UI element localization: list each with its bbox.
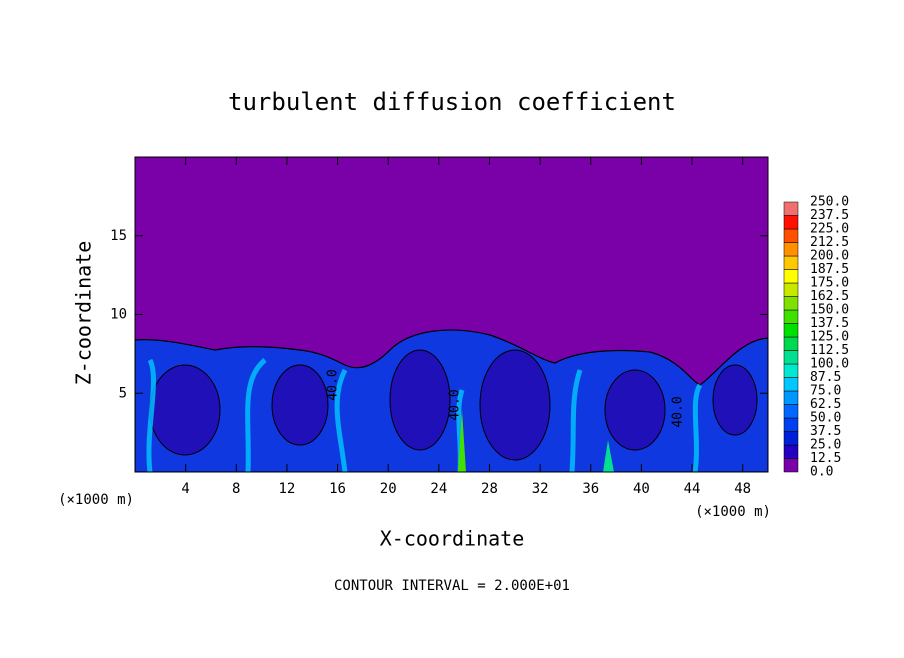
colorbar-label: 25.0 [810, 438, 841, 453]
y-tick-label: 10 [110, 307, 127, 323]
colorbar-segment [783, 390, 799, 405]
colorbar-label: 0.0 [810, 465, 833, 480]
colorbar-segment [783, 282, 799, 297]
colorbar-label: 100.0 [810, 357, 849, 372]
colorbar-segment [783, 377, 799, 392]
colorbar-label: 37.5 [810, 424, 841, 439]
x-tick-label: 16 [329, 481, 346, 497]
colorbar-label: 187.5 [810, 262, 849, 277]
x-tick-label: 32 [532, 481, 549, 497]
chart-title: turbulent diffusion coefficient [228, 88, 676, 116]
colorbar-segment [783, 323, 799, 338]
colorbar-segment [783, 269, 799, 284]
colorbar-segment [783, 431, 799, 446]
x-tick-label: 12 [278, 481, 295, 497]
colorbar-segment [783, 201, 799, 216]
eddy-core [712, 364, 758, 436]
turbulent-plume [146, 358, 703, 472]
colorbar-label: 162.5 [810, 289, 849, 304]
colorbar-label: 75.0 [810, 384, 841, 399]
field [135, 157, 768, 472]
x-tick-label: 24 [430, 481, 447, 497]
colorbar-segment [783, 255, 799, 270]
y-axis-label: Z-coordinate [72, 241, 96, 386]
colorbar-segment [783, 228, 799, 243]
colorbar-segment [783, 309, 799, 324]
colorbar-segment [783, 296, 799, 311]
y-tick-label: 15 [110, 228, 127, 244]
colorbar-label: 87.5 [810, 370, 841, 385]
x-tick-label: 20 [380, 481, 397, 497]
y-tick-label: 5 [119, 385, 127, 401]
colorbar-label: 137.5 [810, 316, 849, 331]
colorbar-segment [783, 444, 799, 459]
x-tick-label: 36 [582, 481, 599, 497]
footer-note: CONTOUR INTERVAL = 2.000E+01 [334, 578, 570, 594]
turbulent-peak [603, 440, 614, 472]
colorbar-segment [783, 336, 799, 351]
colorbar-label: 175.0 [810, 276, 849, 291]
contour-label: 40.0 [448, 389, 463, 420]
colorbar-segment [783, 363, 799, 378]
colorbar-segment [783, 458, 799, 473]
colorbar-label: 212.5 [810, 235, 849, 250]
x-unit-label: (×1000 m) [58, 492, 134, 508]
eddy-core [149, 364, 221, 456]
colorbar-label: 150.0 [810, 303, 849, 318]
colorbar-label: 125.0 [810, 330, 849, 345]
contour-label: 40.0 [326, 369, 341, 400]
x-axis-label: X-coordinate [380, 527, 525, 551]
colorbar-label: 62.5 [810, 397, 841, 412]
colorbar-label: 225.0 [810, 222, 849, 237]
colorbar-segment [783, 404, 799, 419]
x-tick-label: 44 [684, 481, 701, 497]
colorbar-label: 200.0 [810, 249, 849, 264]
colorbar-label: 112.5 [810, 343, 849, 358]
colorbar-label: 250.0 [810, 195, 849, 210]
eddy-core [271, 364, 329, 446]
colorbar-label: 12.5 [810, 451, 841, 466]
eddy-core [604, 369, 666, 451]
x-tick-label: 40 [633, 481, 650, 497]
x-unit-label: (×1000 m) [695, 504, 771, 520]
colorbar-segment [783, 242, 799, 257]
x-tick-label: 28 [481, 481, 498, 497]
colorbar-segment [783, 417, 799, 432]
turbulent-peak [458, 410, 466, 472]
x-tick-label: 8 [232, 481, 240, 497]
eddy-core [479, 349, 551, 461]
colorbar-segment [783, 350, 799, 365]
x-tick-label: 4 [181, 481, 189, 497]
x-tick-label: 48 [734, 481, 751, 497]
colorbar-segment [783, 215, 799, 230]
contour-label: 40.0 [671, 396, 686, 427]
colorbar-label: 50.0 [810, 411, 841, 426]
eddy-core [389, 349, 451, 451]
colorbar-label: 237.5 [810, 208, 849, 223]
